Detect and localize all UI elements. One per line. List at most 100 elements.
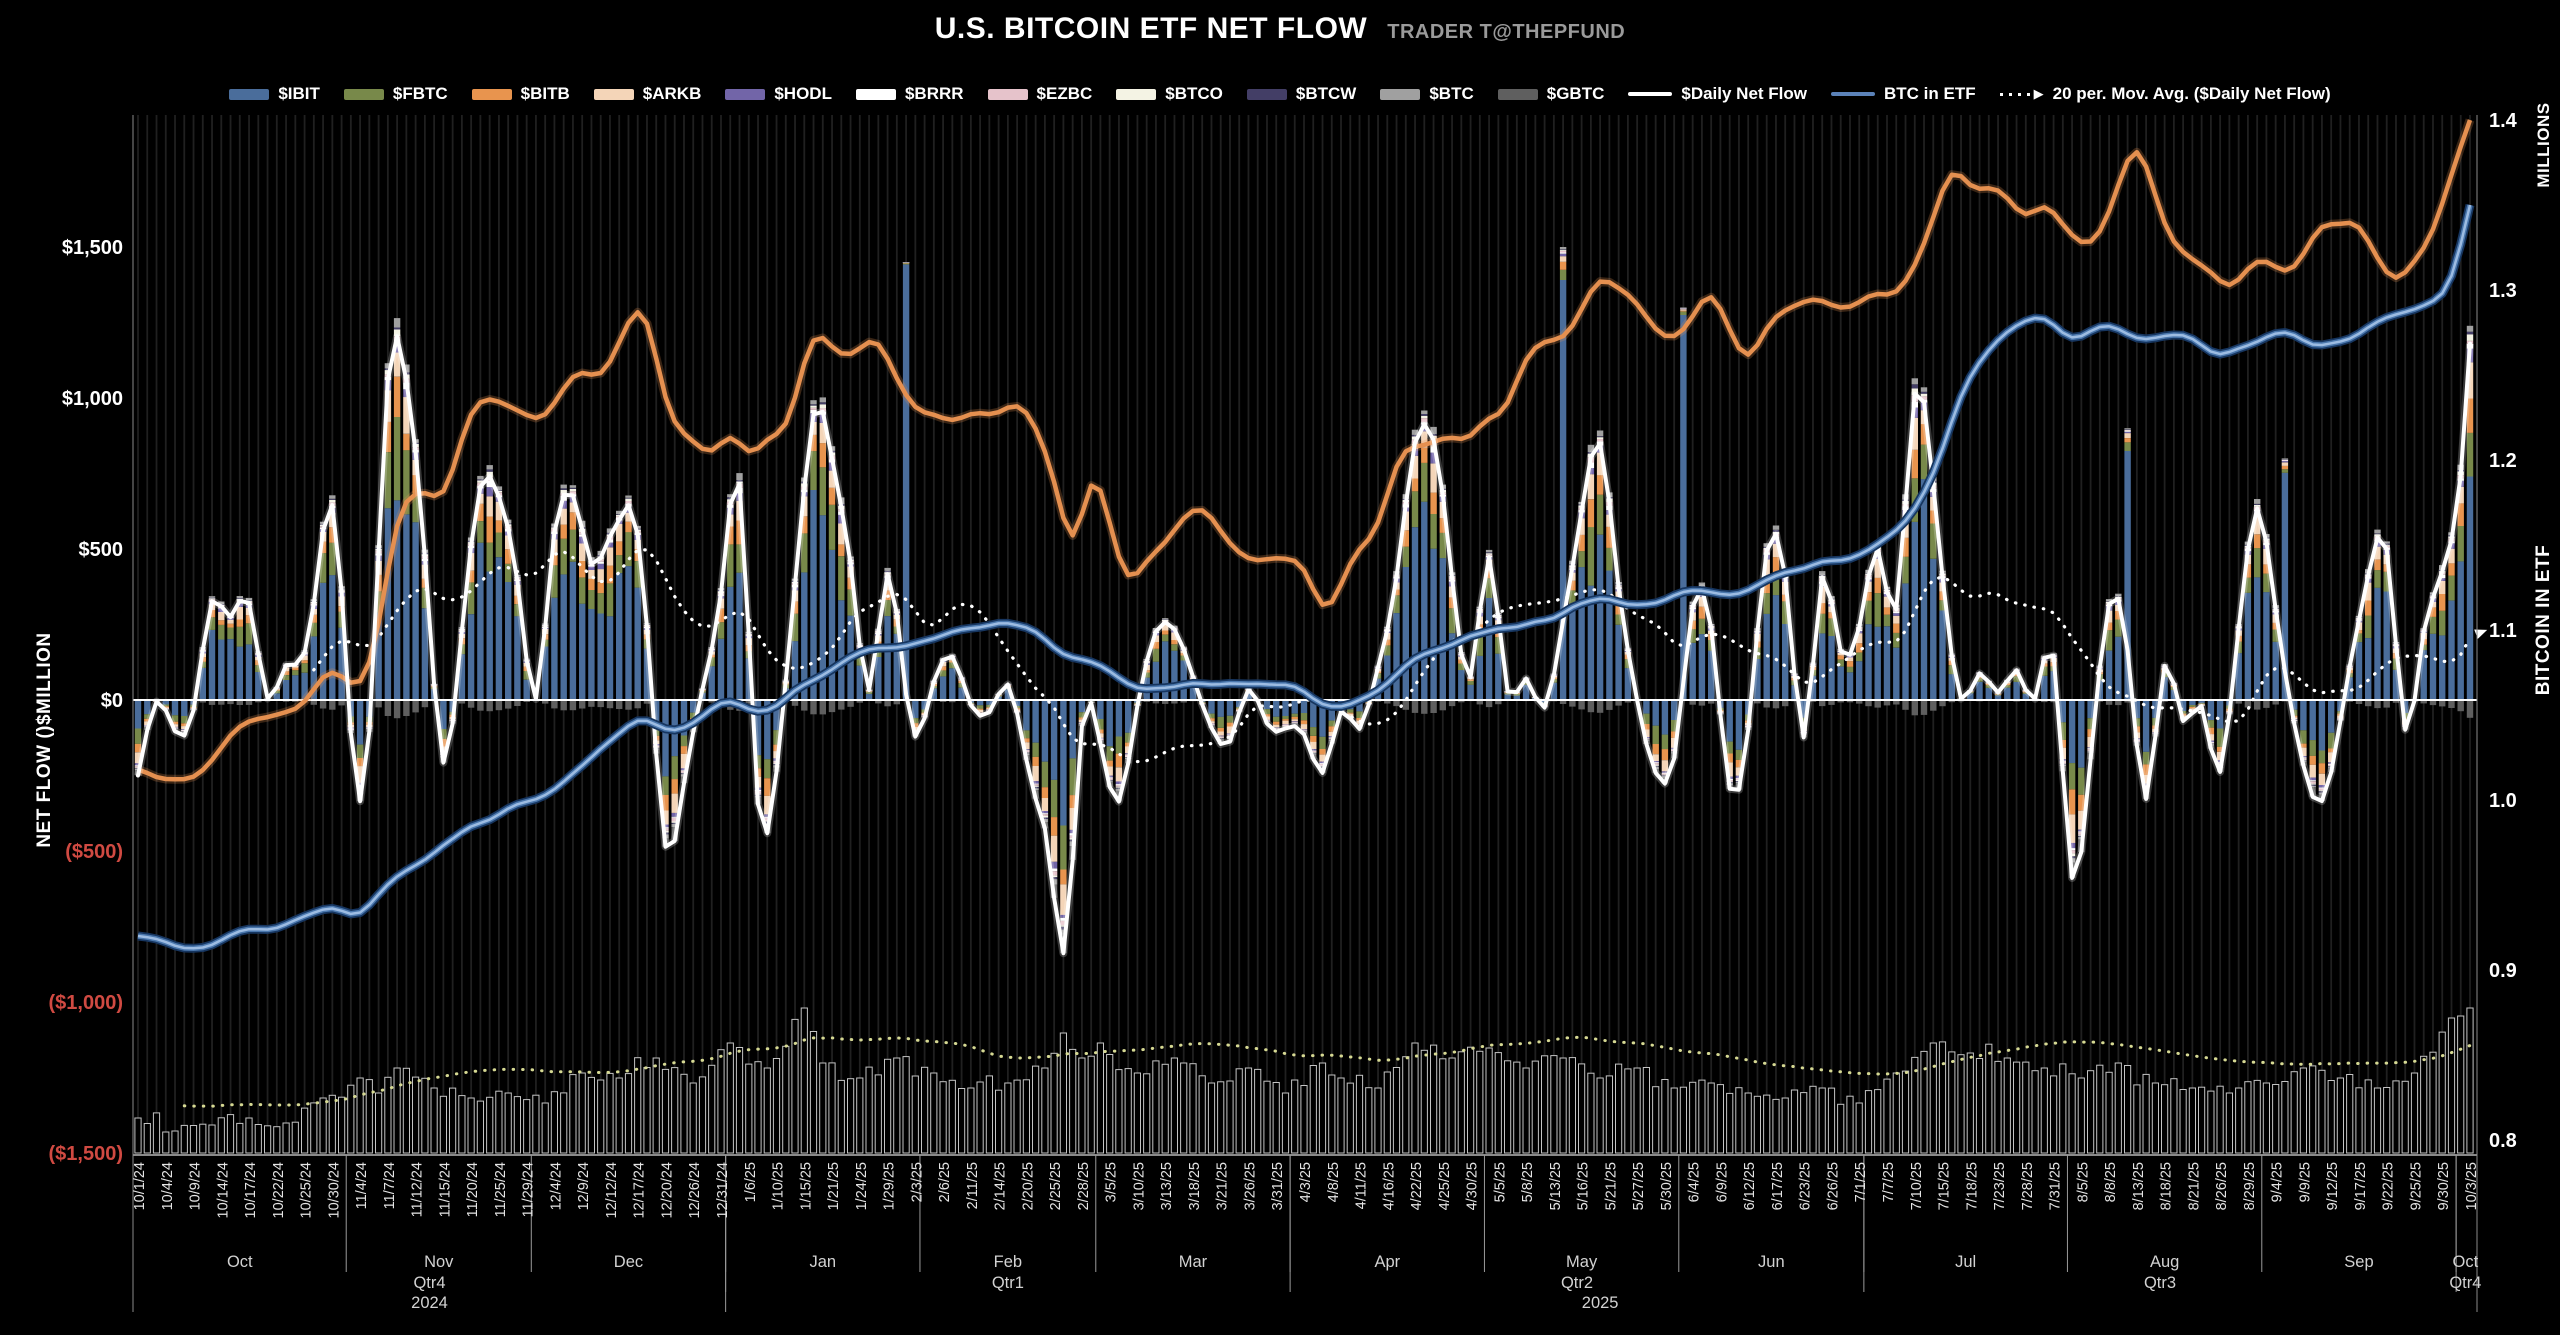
bar-segment bbox=[2115, 637, 2121, 700]
bar-segment bbox=[2124, 431, 2130, 432]
volume-bar bbox=[450, 1088, 456, 1153]
date-tick-label: 4/11/25 bbox=[1354, 1162, 1370, 1209]
volume-bar bbox=[1005, 1083, 1011, 1153]
bar-segment bbox=[2282, 458, 2288, 459]
volume-bar bbox=[1847, 1096, 1853, 1153]
bar-segment bbox=[1680, 309, 1686, 311]
volume-bar bbox=[2337, 1078, 2343, 1153]
volume-bar bbox=[366, 1080, 372, 1153]
date-tick-label: 11/29/24 bbox=[521, 1162, 537, 1217]
volume-bar bbox=[302, 1108, 308, 1153]
bar-segment bbox=[1162, 635, 1168, 642]
bar-segment bbox=[394, 417, 400, 500]
bar-segment bbox=[810, 406, 816, 408]
volume-bar bbox=[1930, 1043, 1936, 1153]
month-label: Apr bbox=[1374, 1253, 1400, 1271]
volume-bar bbox=[413, 1077, 419, 1153]
bar-segment bbox=[2282, 466, 2288, 469]
bar-segment bbox=[2310, 740, 2316, 756]
volume-bar bbox=[1754, 1096, 1760, 1153]
bar-segment bbox=[829, 505, 835, 550]
bar-segment bbox=[1042, 700, 1048, 762]
volume-bar bbox=[2097, 1065, 2103, 1153]
volume-bar bbox=[875, 1075, 881, 1153]
volume-bar bbox=[2004, 1058, 2010, 1153]
volume-bar bbox=[2208, 1091, 2214, 1153]
date-tick-label: 10/9/24 bbox=[188, 1162, 204, 1210]
volume-bar bbox=[172, 1131, 178, 1153]
bar-segment bbox=[1042, 787, 1048, 798]
bar-segment bbox=[2217, 700, 2223, 729]
volume-bar bbox=[2374, 1088, 2380, 1153]
bar-segment-gbtc bbox=[801, 700, 807, 711]
volume-bar bbox=[1606, 1076, 1612, 1153]
volume-bar bbox=[1042, 1068, 1048, 1153]
volume-bar bbox=[1107, 1055, 1113, 1154]
bar-segment bbox=[1653, 726, 1659, 744]
volume-bar bbox=[2319, 1070, 2325, 1153]
bar-segment bbox=[598, 593, 604, 613]
bar-segment bbox=[1292, 719, 1298, 721]
bar-segment bbox=[2254, 577, 2260, 700]
volume-bar bbox=[459, 1096, 465, 1153]
date-tick-label: 5/27/25 bbox=[1631, 1162, 1647, 1210]
volume-bar bbox=[1976, 1059, 1982, 1154]
date-tick-label: 6/26/25 bbox=[1826, 1162, 1842, 1210]
bar-segment bbox=[1865, 624, 1871, 700]
volume-bar bbox=[320, 1098, 326, 1153]
bar-segment bbox=[1569, 607, 1575, 700]
date-tick-label: 11/25/24 bbox=[493, 1162, 509, 1217]
volume-bar bbox=[2421, 1056, 2427, 1153]
bar-segment bbox=[607, 583, 613, 616]
date-tick-label: 10/3/25 bbox=[2464, 1162, 2480, 1210]
bar-segment-gbtc bbox=[1912, 700, 1918, 715]
volume-bar bbox=[542, 1103, 548, 1153]
bar-segment bbox=[2245, 593, 2251, 700]
volume-bar bbox=[1218, 1082, 1224, 1153]
volume-bar bbox=[1653, 1087, 1659, 1153]
bar-segment bbox=[1171, 651, 1177, 700]
volume-bar bbox=[1588, 1073, 1594, 1153]
bar-segment bbox=[551, 598, 557, 700]
volume-bar bbox=[2060, 1064, 2066, 1153]
date-tick-label: 10/14/24 bbox=[215, 1162, 231, 1218]
volume-bar bbox=[727, 1043, 733, 1153]
volume-bar bbox=[1319, 1063, 1325, 1153]
bar-segment-gbtc bbox=[2254, 700, 2260, 710]
bar-segment bbox=[570, 489, 576, 491]
volume-bar bbox=[1097, 1043, 1103, 1153]
bar-segment bbox=[1301, 700, 1307, 713]
volume-bar bbox=[1616, 1064, 1622, 1153]
month-label: Oct bbox=[2453, 1253, 2479, 1271]
bar-segment-gbtc bbox=[1430, 700, 1436, 713]
bar-segment bbox=[2013, 682, 2019, 700]
bar-segment bbox=[237, 620, 243, 627]
volume-bar bbox=[1033, 1066, 1039, 1153]
volume-bar bbox=[1208, 1083, 1214, 1153]
bar-segment bbox=[329, 495, 335, 499]
date-tick-label: 8/21/25 bbox=[2186, 1162, 2202, 1210]
date-tick-label: 7/31/25 bbox=[2048, 1162, 2064, 1210]
bar-segment bbox=[1060, 870, 1066, 885]
volume-bar bbox=[699, 1077, 705, 1153]
volume-bar bbox=[1468, 1047, 1474, 1153]
volume-bar bbox=[274, 1127, 280, 1153]
bar-segment-gbtc bbox=[570, 700, 576, 710]
volume-bar bbox=[1310, 1066, 1316, 1154]
volume-bar bbox=[237, 1123, 243, 1153]
bar-segment bbox=[1486, 552, 1492, 553]
volume-bar bbox=[561, 1093, 567, 1153]
bar-segment bbox=[1116, 700, 1122, 737]
bar-segment bbox=[1421, 448, 1427, 463]
volume-bar bbox=[385, 1077, 391, 1153]
bar-segment bbox=[2467, 476, 2473, 700]
bar-segment bbox=[1051, 780, 1057, 817]
volume-bar bbox=[1828, 1088, 1834, 1153]
volume-bar bbox=[570, 1075, 576, 1153]
date-tick-label: 12/12/24 bbox=[604, 1162, 620, 1218]
bar-segment bbox=[1727, 700, 1733, 742]
volume-bar bbox=[1838, 1104, 1844, 1153]
volume-bar bbox=[1236, 1069, 1242, 1153]
bar-segment bbox=[1606, 571, 1612, 701]
bar-segment bbox=[672, 756, 678, 779]
